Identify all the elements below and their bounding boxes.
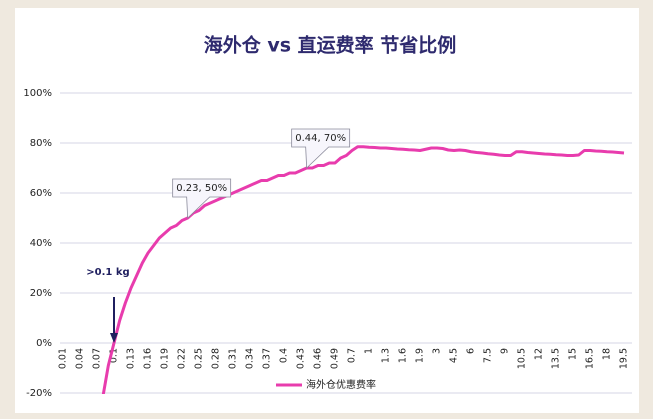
x-tick-label: 1.9 [415,348,426,363]
y-tick-label: 100% [23,88,52,99]
callout-box [172,178,232,219]
x-tick-label: 15 [568,348,579,360]
x-tick-label: 0.13 [126,348,137,369]
x-tick-label: 1 [364,348,375,354]
legend-label: 海外仓优惠费率 [306,378,376,391]
y-tick-label: 0% [36,338,52,349]
x-tick-label: 0.19 [160,348,171,369]
x-tick-label: 0.37 [262,348,273,369]
x-tick-label: 13.5 [551,348,562,369]
chart-panel [15,8,639,413]
x-tick-label: 0.43 [296,348,307,369]
y-tick-label: 60% [30,188,52,199]
callout-label: 0.44, 70% [295,133,346,144]
callout-box [291,128,351,169]
x-tick-label: 0.04 [75,348,86,369]
arrow-label: >0.1 kg [86,267,129,278]
x-tick-label: 3 [432,348,443,354]
x-tick-label: 9 [500,348,511,354]
x-tick-label: 0.1 [109,348,120,363]
y-tick-label: 40% [30,238,52,249]
y-tick-label: -20% [26,388,52,399]
y-tick-label: 20% [30,288,52,299]
x-tick-label: 0.01 [58,348,69,369]
x-tick-label: 0.28 [211,348,222,369]
x-tick-label: 1.6 [398,348,409,363]
callout-label: 0.23, 50% [176,183,227,194]
x-tick-label: 7.5 [483,348,494,363]
x-tick-label: 0.4 [279,348,290,363]
x-tick-label: 1.3 [381,348,392,363]
x-tick-label: 0.07 [92,348,103,369]
chart-title: 海外仓 vs 直运费率 节省比例 [204,34,457,57]
x-tick-label: 0.22 [177,348,188,369]
x-tick-label: 6 [466,348,477,354]
y-tick-label: 80% [30,138,52,149]
arrow-head [110,333,118,343]
x-tick-label: 16.5 [585,348,596,369]
x-tick-label: 0.34 [245,348,256,369]
x-tick-label: 0.31 [228,348,239,369]
x-tick-label: 4.5 [449,348,460,363]
x-tick-label: 0.46 [313,348,324,369]
x-tick-label: 0.16 [143,348,154,369]
x-tick-label: 10.5 [517,348,528,369]
x-tick-label: 12 [534,348,545,360]
x-tick-label: 19.5 [619,348,630,369]
x-tick-label: 0.49 [330,348,341,369]
x-tick-label: 0.7 [347,348,358,363]
x-tick-label: 18 [602,348,613,360]
x-tick-label: 0.25 [194,348,205,369]
